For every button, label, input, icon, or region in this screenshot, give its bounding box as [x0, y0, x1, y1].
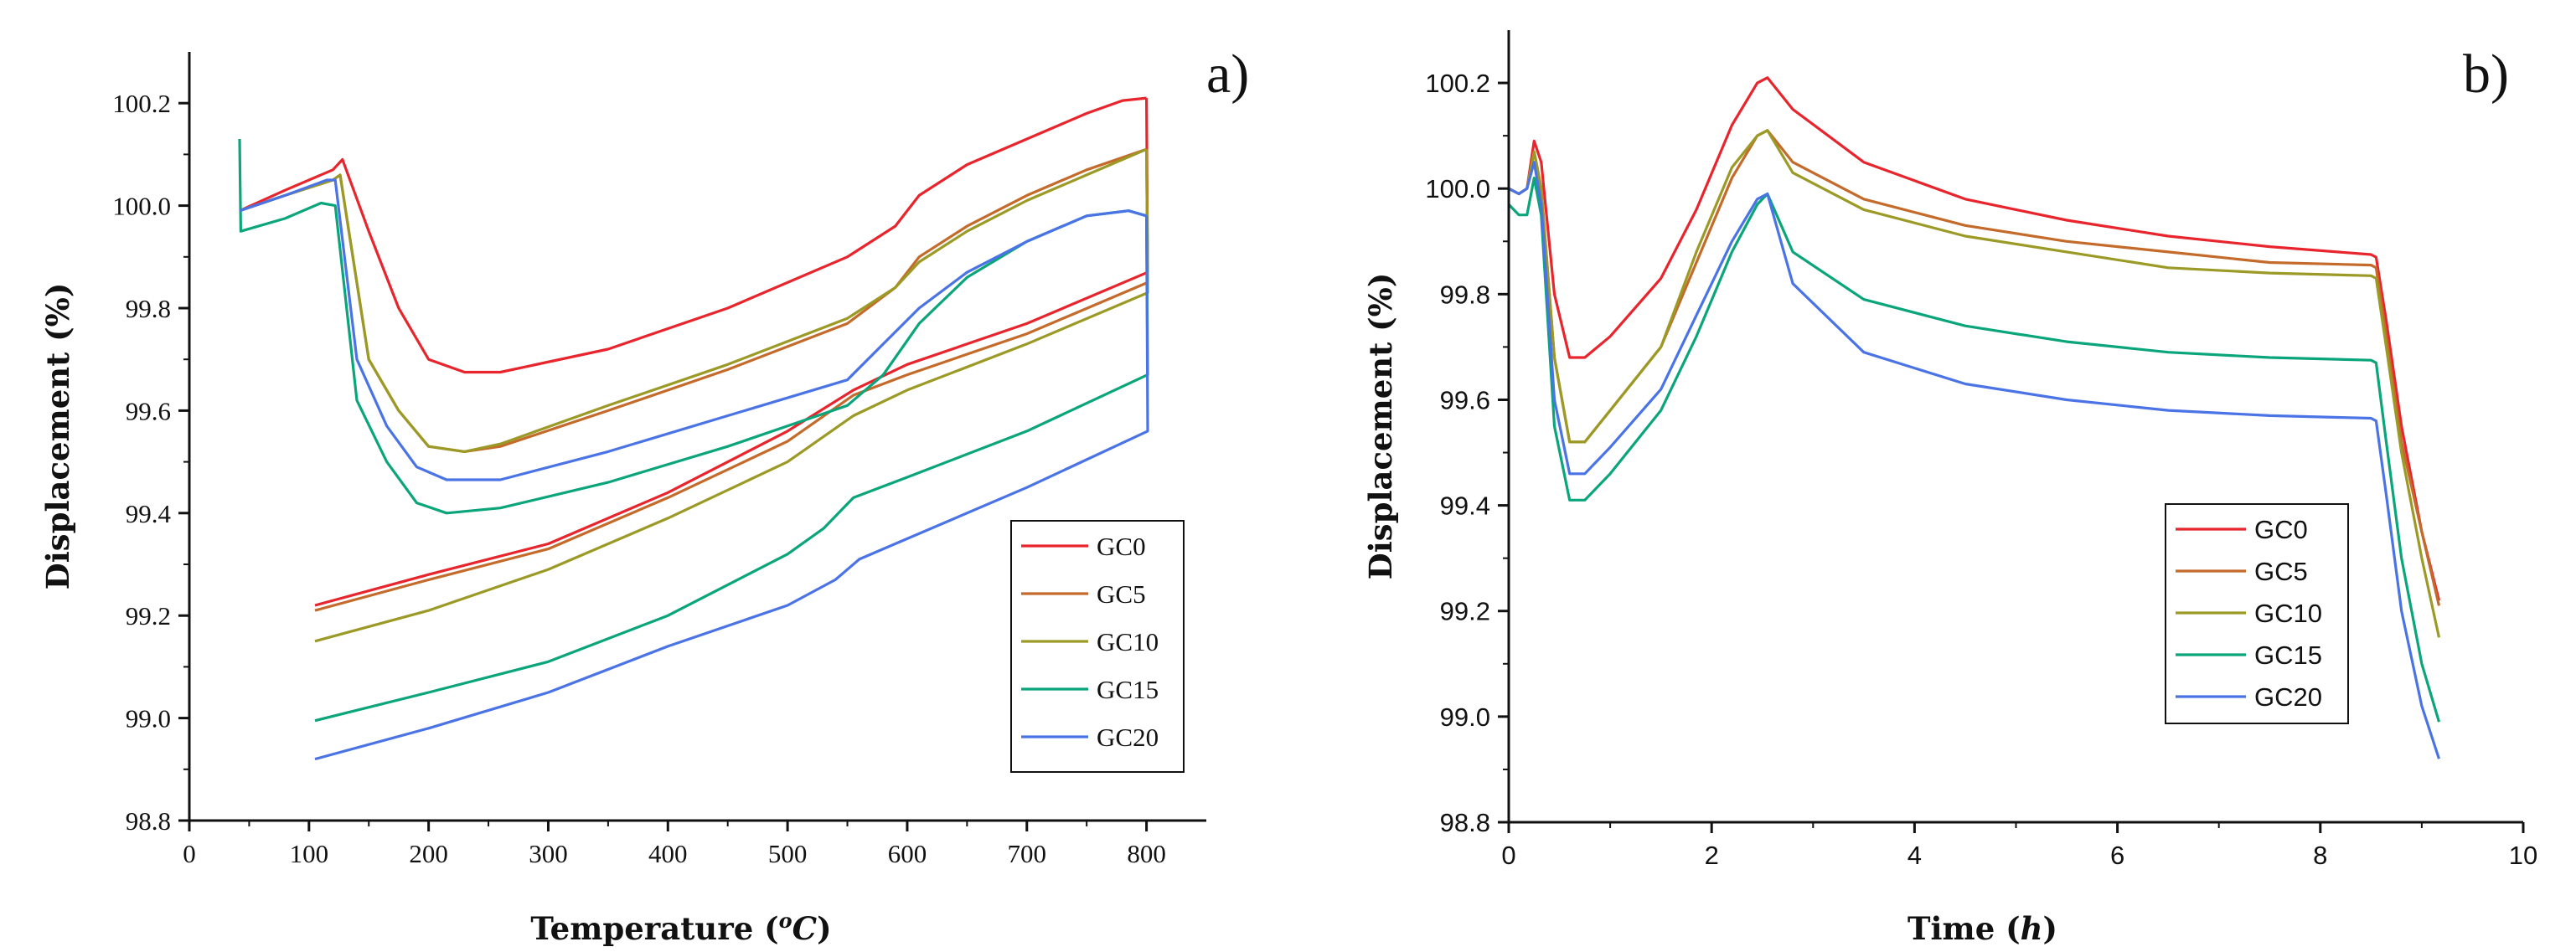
series-line-gc10-heating — [239, 147, 1148, 453]
x-tick-label: 100 — [290, 839, 329, 868]
chart-b-legend: GC0 GC5 GC10 GC15 GC20 — [2165, 503, 2349, 724]
legend-label-gc15: GC15 — [1097, 675, 1159, 704]
y-tick-label: 99.4 — [126, 499, 172, 528]
chart-a-x-ticks: 0 100 200 300 400 500 600 700 800 — [183, 821, 1166, 868]
x-tick-label: 8 — [2313, 841, 2327, 870]
x-tick-label: 800 — [1127, 839, 1166, 868]
x-tick-label: 6 — [2110, 841, 2124, 870]
x-tick-label: 4 — [1907, 841, 1922, 870]
series-line-gc5-heating — [239, 147, 1148, 453]
series-line-gc20-heating — [239, 178, 1148, 481]
y-tick-label: 99.0 — [126, 704, 171, 733]
series-line-gc15-cooling — [314, 215, 1149, 723]
legend-label-gc20: GC20 — [1097, 723, 1159, 752]
y-tick-label: 99.4 — [1440, 491, 1490, 521]
series-line-gc0 — [1508, 76, 2441, 601]
y-tick-label: 99.0 — [1440, 702, 1490, 732]
chart-b-series — [1507, 76, 2441, 759]
x-tick-label: 0 — [1501, 841, 1515, 870]
series-line-gc0-heating — [239, 96, 1147, 374]
y-tick-label: 100.2 — [112, 89, 171, 118]
legend-label-gc5: GC5 — [1097, 579, 1146, 609]
x-tick-label: 2 — [1705, 841, 1719, 870]
x-tick-label: 600 — [888, 839, 927, 868]
chart-a: 0 100 200 300 400 500 600 700 800 98.8 99.0 99.2 99… — [39, 44, 1249, 947]
series-line-gc10 — [1508, 129, 2441, 638]
legend-label-gc20: GC20 — [2254, 682, 2322, 712]
x-tick-label: 10 — [2509, 841, 2537, 870]
x-tick-label: 400 — [648, 839, 688, 868]
chart-a-y-axis-title: Displacement (%) — [39, 283, 76, 590]
legend-label-gc0: GC0 — [2254, 515, 2308, 544]
chart-b-x-ticks: 0 2 4 6 8 10 — [1501, 822, 2537, 870]
y-tick-label: 98.8 — [126, 806, 171, 836]
series-line-gc5-cooling — [314, 149, 1149, 612]
y-tick-label: 99.8 — [126, 294, 171, 323]
x-tick-label: 500 — [768, 839, 808, 868]
y-tick-label: 100.0 — [1425, 174, 1490, 203]
x-tick-label: 300 — [529, 839, 568, 868]
y-tick-label: 99.2 — [126, 601, 171, 630]
x-tick-label: 0 — [183, 839, 196, 868]
y-tick-label: 100.2 — [1425, 69, 1490, 98]
y-tick-label: 99.8 — [1440, 280, 1490, 309]
chart-a-series — [238, 96, 1149, 761]
chart-b-y-axis-title: Displacement (%) — [1362, 273, 1399, 580]
chart-a-legend: GC0 GC5 GC10 GC15 GC20 — [1010, 520, 1185, 773]
series-line-gc20 — [1508, 161, 2441, 759]
chart-a-panel-label: a) — [1206, 44, 1249, 105]
x-tick-label: 200 — [409, 839, 448, 868]
legend-label-gc10: GC10 — [2254, 599, 2322, 628]
y-tick-label: 99.2 — [1440, 597, 1490, 626]
series-line-gc10-cooling — [314, 149, 1149, 643]
y-tick-label: 98.8 — [1440, 808, 1490, 837]
x-tick-label: 700 — [1008, 839, 1047, 868]
y-tick-label: 100.0 — [112, 192, 171, 221]
series-line-gc0-cooling — [314, 98, 1149, 607]
chart-a-x-axis-title: Temperature (oC) — [530, 908, 831, 948]
series-line-gc15-heating — [238, 138, 1148, 515]
legend-box — [1010, 520, 1185, 773]
legend-label-gc5: GC5 — [2254, 557, 2308, 586]
legend-label-gc10: GC10 — [1097, 627, 1159, 656]
chart-b-x-axis-title: Time (h) — [1907, 910, 2057, 947]
y-tick-label: 99.6 — [126, 396, 171, 425]
y-tick-label: 99.6 — [1440, 385, 1490, 414]
legend-label-gc15: GC15 — [2254, 641, 2322, 670]
chart-b-panel-label: b) — [2463, 44, 2509, 105]
chart-b: 0 2 4 6 8 10 98.8 99.0 99.2 99.4 99.6 99.8 100.0 100… — [1362, 30, 2537, 947]
series-line-gc20-cooling — [314, 215, 1149, 761]
chart-b-y-ticks: 98.8 99.0 99.2 99.4 99.6 99.8 100.0 100.2 — [1425, 69, 1509, 837]
chart-a-y-ticks: 98.8 99.0 99.2 99.4 99.6 99.8 100.0 100.2 — [112, 89, 189, 836]
legend-label-gc0: GC0 — [1097, 532, 1146, 561]
